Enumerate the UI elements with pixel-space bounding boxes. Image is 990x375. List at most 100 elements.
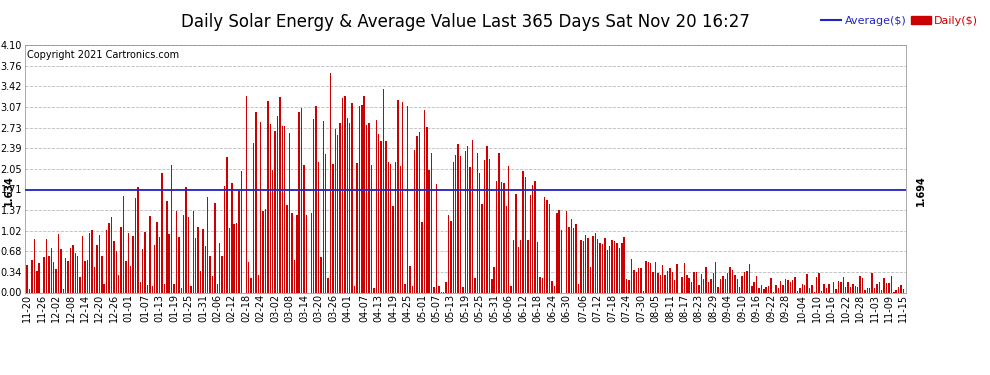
- Bar: [869, 288, 870, 292]
- Bar: [212, 276, 213, 292]
- Bar: [645, 261, 646, 292]
- Bar: [602, 244, 603, 292]
- Bar: [735, 275, 736, 292]
- Bar: [227, 158, 228, 292]
- Bar: [296, 215, 298, 292]
- Bar: [720, 279, 721, 292]
- Bar: [753, 282, 755, 292]
- Bar: [313, 119, 315, 292]
- Bar: [154, 245, 155, 292]
- Bar: [125, 261, 127, 292]
- Bar: [561, 230, 562, 292]
- Bar: [725, 279, 726, 292]
- Bar: [151, 286, 153, 292]
- Bar: [422, 222, 423, 292]
- Bar: [756, 276, 757, 292]
- Bar: [676, 264, 678, 292]
- Bar: [828, 284, 830, 292]
- Bar: [447, 215, 449, 292]
- Bar: [375, 120, 377, 292]
- Bar: [542, 278, 544, 292]
- Bar: [135, 198, 137, 292]
- Bar: [467, 146, 468, 292]
- Bar: [809, 288, 810, 292]
- Bar: [267, 101, 268, 292]
- Bar: [323, 121, 324, 292]
- Bar: [49, 256, 50, 292]
- Bar: [229, 228, 230, 292]
- Bar: [145, 232, 146, 292]
- Bar: [523, 171, 524, 292]
- Bar: [674, 280, 675, 292]
- Bar: [508, 166, 510, 292]
- Bar: [698, 285, 700, 292]
- Bar: [859, 276, 861, 292]
- Bar: [743, 272, 745, 292]
- Bar: [518, 247, 519, 292]
- Bar: [84, 261, 86, 292]
- Bar: [431, 153, 433, 292]
- Bar: [804, 285, 806, 292]
- Bar: [397, 100, 399, 292]
- Bar: [409, 266, 411, 292]
- Bar: [163, 284, 165, 292]
- Bar: [217, 285, 218, 292]
- Bar: [501, 182, 502, 292]
- Bar: [205, 246, 206, 292]
- Bar: [57, 234, 59, 292]
- Bar: [320, 257, 322, 292]
- Bar: [264, 209, 266, 292]
- Bar: [419, 132, 421, 292]
- Bar: [349, 123, 350, 292]
- Bar: [629, 279, 630, 292]
- Bar: [363, 96, 365, 292]
- Bar: [548, 204, 550, 292]
- Bar: [515, 194, 517, 292]
- Bar: [402, 102, 404, 292]
- Bar: [123, 196, 124, 292]
- Bar: [631, 259, 633, 292]
- Bar: [464, 151, 466, 292]
- Bar: [775, 285, 776, 292]
- Bar: [328, 278, 329, 292]
- Bar: [491, 279, 492, 292]
- Text: Daily Solar Energy & Average Value Last 365 Days Sat Nov 20 16:27: Daily Solar Energy & Average Value Last …: [181, 13, 749, 31]
- Bar: [255, 112, 256, 292]
- Bar: [506, 206, 507, 292]
- Bar: [715, 262, 717, 292]
- Bar: [74, 252, 76, 292]
- Bar: [688, 279, 690, 292]
- Bar: [537, 242, 539, 292]
- Bar: [693, 272, 695, 292]
- Bar: [284, 126, 285, 292]
- Bar: [493, 267, 495, 292]
- Bar: [400, 166, 401, 292]
- Bar: [133, 236, 134, 292]
- Bar: [417, 136, 418, 292]
- Bar: [667, 270, 668, 292]
- Bar: [643, 291, 644, 292]
- Bar: [599, 243, 601, 292]
- Bar: [881, 290, 882, 292]
- Bar: [436, 184, 438, 292]
- Bar: [395, 162, 396, 292]
- Bar: [335, 129, 336, 292]
- Bar: [737, 279, 739, 292]
- Bar: [684, 263, 685, 292]
- Bar: [116, 251, 117, 292]
- Bar: [46, 238, 48, 292]
- Bar: [794, 278, 796, 292]
- Bar: [575, 224, 577, 292]
- Bar: [469, 166, 471, 292]
- Bar: [333, 164, 334, 292]
- Bar: [55, 270, 56, 292]
- Bar: [489, 159, 490, 292]
- Bar: [99, 235, 100, 292]
- Bar: [195, 238, 196, 292]
- Bar: [281, 126, 283, 292]
- Bar: [657, 273, 658, 292]
- Bar: [790, 282, 791, 292]
- Bar: [580, 240, 581, 292]
- Bar: [896, 290, 897, 292]
- Bar: [91, 230, 93, 292]
